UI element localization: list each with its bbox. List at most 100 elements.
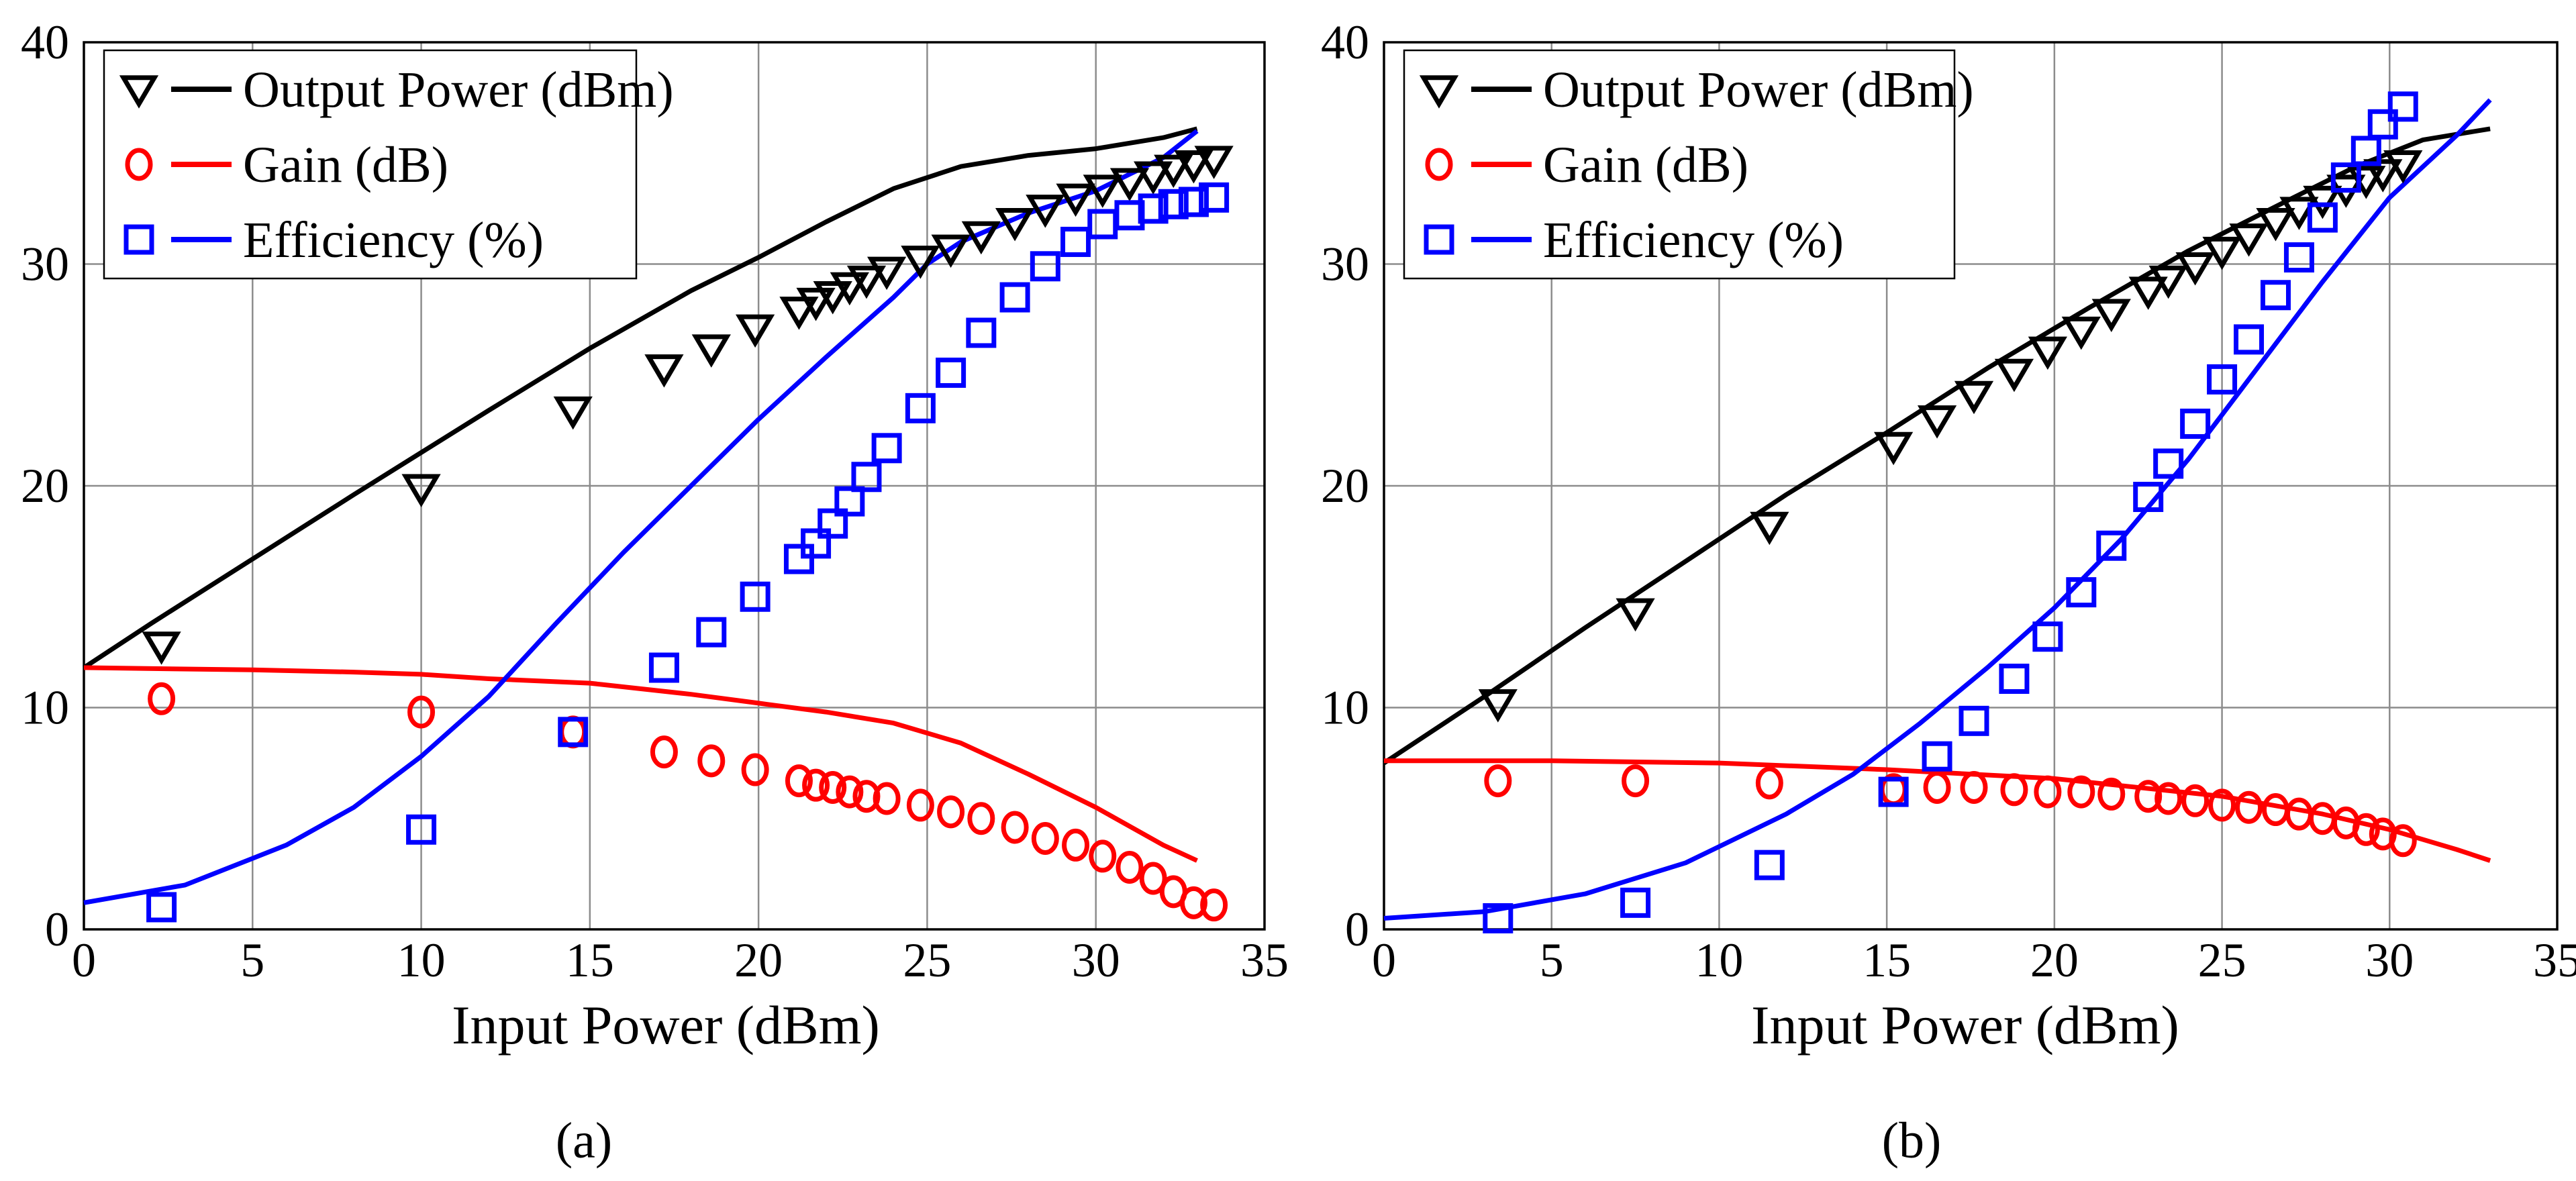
legend-label: Gain (dB) (1543, 137, 1748, 193)
data-point (2133, 482, 2164, 513)
data-point (2383, 150, 2423, 184)
legend-marker (123, 224, 154, 255)
data-point (2202, 236, 2242, 270)
series-markers (146, 182, 1230, 923)
data-point (1134, 161, 1173, 195)
chart-panel-b: Input Power (dBm) (b) 0 5 10 15 20 25 30 35 0 10 2… (1321, 15, 2576, 1169)
y-tick-label: 40 (1321, 15, 1369, 69)
data-point (819, 770, 847, 804)
data-point (648, 652, 679, 683)
x-tick-label: 10 (1695, 933, 1743, 987)
data-point (1194, 146, 1234, 179)
data-point (2352, 813, 2380, 846)
data-point (961, 221, 1001, 255)
data-point (2256, 207, 2295, 242)
data-point (2154, 782, 2183, 815)
y-tick-label: 40 (21, 15, 69, 69)
y-tick-label: 0 (45, 903, 69, 956)
x-tick-label: 25 (2198, 933, 2246, 987)
data-point (1999, 664, 2030, 695)
data-point (735, 314, 775, 348)
data-point (2307, 202, 2338, 233)
data-point (2367, 109, 2398, 140)
data-point (1959, 705, 1989, 736)
data-point (2234, 324, 2265, 355)
data-point (2097, 777, 2126, 811)
data-point (2208, 788, 2236, 822)
x-tick-label: 30 (1072, 933, 1120, 987)
x-axis-label: Input Power (dBm) (452, 994, 880, 1056)
legend-label: Efficiency (%) (243, 212, 544, 268)
series-markers (1484, 764, 2417, 858)
data-point (740, 581, 771, 612)
data-point (1178, 187, 1209, 217)
data-point (2175, 252, 2215, 286)
data-point (1154, 154, 1193, 189)
data-point (802, 768, 830, 802)
data-point (1917, 405, 1957, 439)
legend-marker (1419, 75, 1459, 109)
data-point (1026, 195, 1065, 228)
data-point (2128, 276, 2168, 310)
data-point (2091, 299, 2131, 332)
data-point (801, 528, 832, 559)
data-point (2148, 265, 2188, 299)
data-point (558, 717, 589, 748)
data-point (936, 357, 967, 388)
x-tick-label: 20 (734, 933, 783, 987)
data-point (1620, 887, 1651, 918)
data-point (967, 802, 995, 835)
data-point (2034, 775, 2062, 809)
legend: Output Power (dBm) Gain (dB) Efficiency (%… (1403, 49, 1974, 280)
data-point (407, 695, 436, 729)
x-tick-label: 35 (1240, 933, 1289, 987)
data-point (691, 334, 731, 368)
data-point (1030, 251, 1060, 282)
data-point (696, 617, 727, 648)
x-tick-label: 25 (903, 933, 951, 987)
data-point (2389, 824, 2417, 858)
x-tick-label: 20 (2030, 933, 2079, 987)
data-point (1994, 358, 2034, 393)
x-tick-label: 10 (397, 933, 446, 987)
data-point (1138, 193, 1169, 224)
data-point (2181, 784, 2210, 817)
data-point (785, 764, 813, 798)
legend-marker (1424, 224, 1454, 255)
data-point (851, 462, 882, 493)
data-point (852, 780, 881, 813)
data-point (783, 544, 814, 574)
x-tick-label: 15 (566, 933, 614, 987)
data-point (142, 631, 181, 665)
x-tick-label: 30 (2365, 933, 2414, 987)
data-point (406, 814, 437, 845)
series-markers (148, 682, 1228, 922)
data-point (644, 354, 684, 388)
y-tick-label: 30 (21, 238, 69, 291)
data-point (2180, 408, 2211, 439)
data-point (871, 433, 902, 464)
series-line (1383, 98, 2492, 921)
legend-label: Output Power (dBm) (243, 62, 674, 118)
legend-marker (119, 75, 159, 109)
data-point (846, 265, 887, 299)
data-point (1062, 828, 1090, 862)
data-point (2061, 316, 2101, 350)
data-point (2032, 621, 2063, 652)
data-point (1056, 183, 1095, 217)
data-point (1199, 182, 1230, 213)
data-point (2153, 448, 2184, 479)
data-point (1116, 850, 1144, 884)
data-point (999, 282, 1030, 313)
panel-caption: (b) (1882, 1113, 1942, 1169)
data-point (873, 782, 901, 815)
data-point (401, 474, 441, 508)
data-point (1031, 821, 1059, 855)
data-point (741, 753, 769, 786)
x-tick-label: 0 (1372, 933, 1396, 987)
data-point (148, 682, 176, 715)
data-point (1089, 839, 1117, 873)
x-tick-label: 15 (1863, 933, 1911, 987)
data-point (1484, 764, 1512, 798)
